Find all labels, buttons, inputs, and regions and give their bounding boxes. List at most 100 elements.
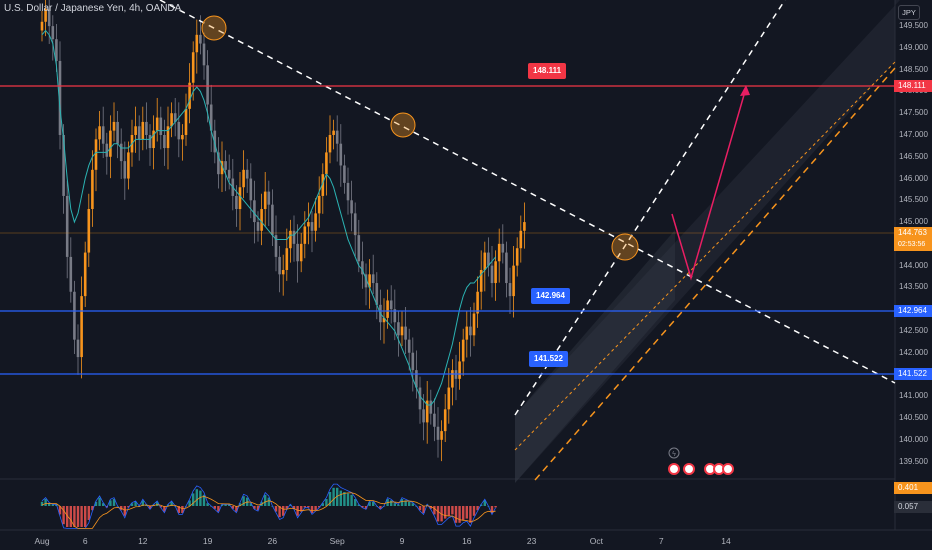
macd-bar (91, 506, 94, 511)
currency-button[interactable]: JPY (898, 5, 920, 20)
axis-tag-support-upper: 142.964 (894, 305, 932, 317)
candle-body (173, 113, 177, 122)
macd-bar (292, 506, 296, 509)
us-flag-icon-1[interactable] (668, 463, 680, 475)
candle-body (271, 204, 274, 236)
candle-body (296, 243, 299, 262)
time-tick-label: Oct (589, 536, 604, 546)
macd-bar (339, 490, 342, 506)
macd-bar (318, 506, 321, 508)
chart-title: U.S. Dollar / Japanese Yen, 4h, OANDA (4, 3, 182, 14)
candle-body (411, 352, 415, 371)
macd-bar (66, 506, 69, 527)
candle-body (163, 134, 166, 149)
candle-body (281, 269, 285, 275)
lightning-icon[interactable] (668, 447, 680, 459)
macd-bar (390, 500, 393, 506)
candle-body (209, 104, 213, 131)
candle-body (227, 169, 231, 179)
candle-body (325, 152, 328, 175)
macd-bar (444, 506, 447, 519)
candle-body (166, 126, 170, 149)
candle-body (94, 139, 98, 170)
candle-body (51, 26, 55, 40)
macd-bar (238, 503, 242, 506)
candle-body (155, 117, 159, 131)
macd-bar (148, 506, 152, 509)
candle-body (440, 431, 443, 440)
us-flag-icon-2[interactable] (683, 463, 695, 475)
candle-body (73, 291, 76, 340)
candle-body (137, 126, 141, 140)
macd-bar (393, 503, 396, 506)
candle-body (332, 130, 335, 135)
macd-bar (40, 501, 44, 506)
price-tick-label: 143.500 (899, 282, 928, 292)
macd-bar (314, 506, 317, 511)
axis-tag-support-lower: 141.522 (894, 368, 932, 380)
swing-high-marker-3 (611, 233, 639, 261)
candle-body (458, 361, 461, 379)
axis-tag-current-price: 144.763 (894, 227, 932, 239)
macd-bar (87, 506, 90, 520)
macd-bar (332, 487, 335, 506)
macd-bar (451, 506, 454, 515)
macd-bar (202, 494, 206, 506)
candle-body (364, 274, 368, 288)
lightning-glyph: ϟ (672, 451, 676, 458)
candle-body (134, 126, 137, 135)
candle-body (505, 252, 508, 284)
macd-bar (51, 504, 54, 506)
candle-body (238, 187, 242, 210)
macd-bar (465, 506, 468, 519)
signal-line (41, 492, 496, 529)
macd-bar (285, 506, 288, 509)
candle-body (339, 143, 343, 166)
candle-body (494, 261, 497, 284)
candle-body (65, 195, 69, 257)
candle-body (317, 195, 321, 214)
candle-body (44, 8, 47, 22)
candle-body (389, 300, 393, 310)
support-lower-price-tag: 141.522 (529, 351, 568, 367)
candle-body (217, 152, 220, 175)
time-tick-label: 16 (462, 536, 472, 546)
macd-bar (361, 506, 364, 508)
candle-body (461, 339, 465, 362)
macd-bar (130, 503, 134, 506)
time-tick-label: 14 (721, 536, 731, 546)
candle-body (400, 326, 404, 336)
candle-body (386, 300, 389, 318)
candle-body (487, 252, 490, 266)
candle-body (404, 326, 407, 340)
price-tick-label: 147.000 (899, 129, 928, 139)
macd-bar (300, 506, 303, 512)
us-flag-icon-5[interactable] (722, 463, 734, 475)
macd-bar (228, 504, 231, 506)
candle-body (519, 230, 523, 249)
macd-bar (325, 499, 328, 506)
resistance-price-tag: 148.111 (528, 63, 567, 79)
candle-body (415, 370, 418, 388)
candle-body (148, 134, 152, 149)
candle-body (87, 209, 91, 253)
macd-bar (123, 506, 126, 516)
candle-body (112, 121, 116, 131)
macd-bar (235, 506, 238, 512)
price-tick-label: 146.000 (899, 173, 928, 183)
candle-body (220, 161, 224, 175)
macd-bar (469, 506, 472, 523)
candle-body (202, 43, 206, 66)
event-icons[interactable]: ϟ (668, 447, 734, 475)
macd-bar (192, 493, 195, 506)
candle-body (188, 82, 191, 109)
projection-zone (515, 230, 675, 483)
candle-body (260, 209, 263, 231)
macd-bar (242, 496, 245, 506)
candle-body (443, 409, 447, 432)
macd-bar (476, 506, 479, 511)
macd-bar (310, 506, 314, 513)
macd-bar (480, 504, 483, 506)
candle-body (235, 195, 238, 210)
